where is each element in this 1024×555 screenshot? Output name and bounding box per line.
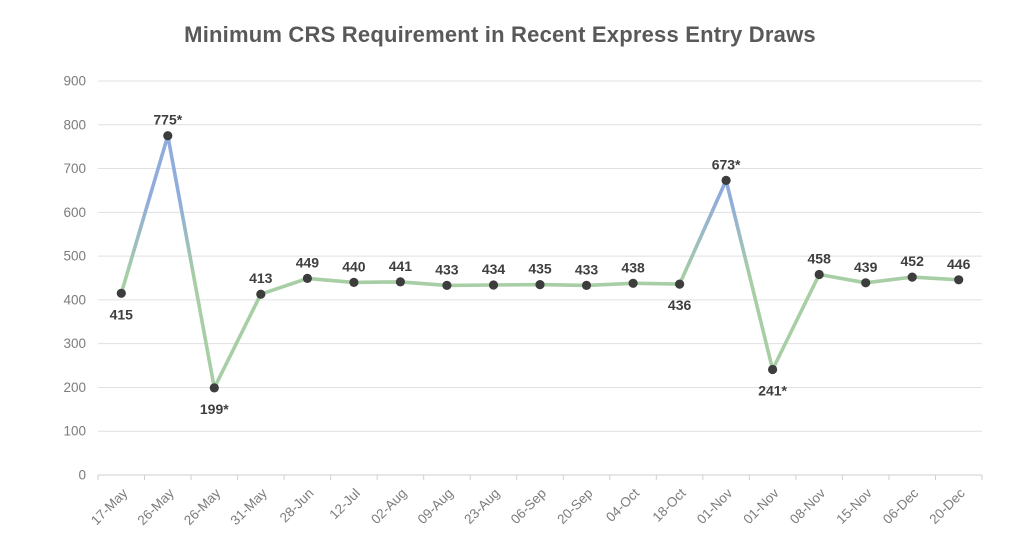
x-tick-label: 20-Sep [554,486,595,527]
data-point-label: 458 [808,251,832,267]
data-point-label: 433 [435,261,459,277]
x-tick-label: 02-Aug [368,486,409,527]
y-tick-label-400: 400 [63,292,86,307]
data-point-marker [116,288,126,298]
data-point-label: 438 [621,259,645,275]
data-point-marker [861,278,871,288]
data-point-marker [907,272,917,282]
data-point-label: 241* [758,383,787,399]
data-point-label: 413 [249,270,273,286]
y-tick-label-800: 800 [63,117,86,132]
data-point-label: 775* [153,112,182,128]
x-tick-label: 20-Dec [926,485,968,527]
data-point-marker [535,280,545,290]
y-tick-label-900: 900 [63,74,86,89]
data-point-label: 435 [528,261,552,277]
data-point-label: 436 [668,297,692,313]
y-tick-label-300: 300 [63,336,86,351]
data-point-label: 446 [947,256,971,272]
data-point-label: 673* [712,156,741,172]
data-point-marker [581,280,592,290]
data-point-marker [256,289,266,299]
x-tick-label: 09-Aug [415,486,456,527]
x-tick-label: 26-May [181,485,224,528]
data-point-marker [163,131,173,141]
x-tick-label: 01-Nov [694,485,736,527]
data-point-label: 433 [575,261,599,277]
y-tick-label-0: 0 [78,468,86,483]
x-tick-label: 08-Nov [787,485,829,527]
data-point-marker [395,277,405,287]
x-tick-label: 18-Oct [649,485,688,524]
y-tick-label-700: 700 [63,161,86,176]
x-tick-label: 26-May [134,485,177,528]
x-tick-label: 12-Jul [326,486,363,523]
y-tick-label-100: 100 [63,424,86,439]
data-point-marker [302,273,312,283]
data-point-marker [488,280,499,290]
x-tick-label: 17-May [88,485,131,528]
y-tick-label-500: 500 [63,249,86,264]
chart-title: Minimum CRS Requirement in Recent Expres… [184,22,816,47]
data-point-marker [721,175,731,185]
data-point-marker [442,280,452,290]
y-tick-label-600: 600 [63,205,86,220]
data-point-label: 440 [342,258,366,274]
x-tick-label: 06-Sep [508,486,549,527]
data-point-marker [814,269,824,280]
data-point-label: 439 [854,259,878,275]
x-tick-label: 31-May [227,485,270,528]
data-point-label: 415 [110,306,134,322]
x-tick-label: 15-Nov [833,485,875,527]
data-point-marker [675,279,685,289]
data-point-marker [628,278,638,288]
data-point-marker [768,364,778,375]
y-tick-label-200: 200 [63,380,86,395]
x-tick-label: 28-Jun [277,486,317,526]
data-point-label: 434 [482,261,506,277]
data-point-marker [349,277,359,287]
data-point-marker [209,383,219,393]
x-tick-label: 23-Aug [461,486,502,527]
x-tick-label: 01-Nov [740,485,782,527]
data-point-label: 449 [296,254,320,270]
data-point-marker [954,275,964,285]
x-tick-label: 04-Oct [603,485,642,524]
x-tick-label: 06-Dec [880,485,922,527]
data-point-label: 441 [389,258,413,274]
data-point-label: 452 [901,253,925,269]
data-point-label: 199* [200,401,229,417]
